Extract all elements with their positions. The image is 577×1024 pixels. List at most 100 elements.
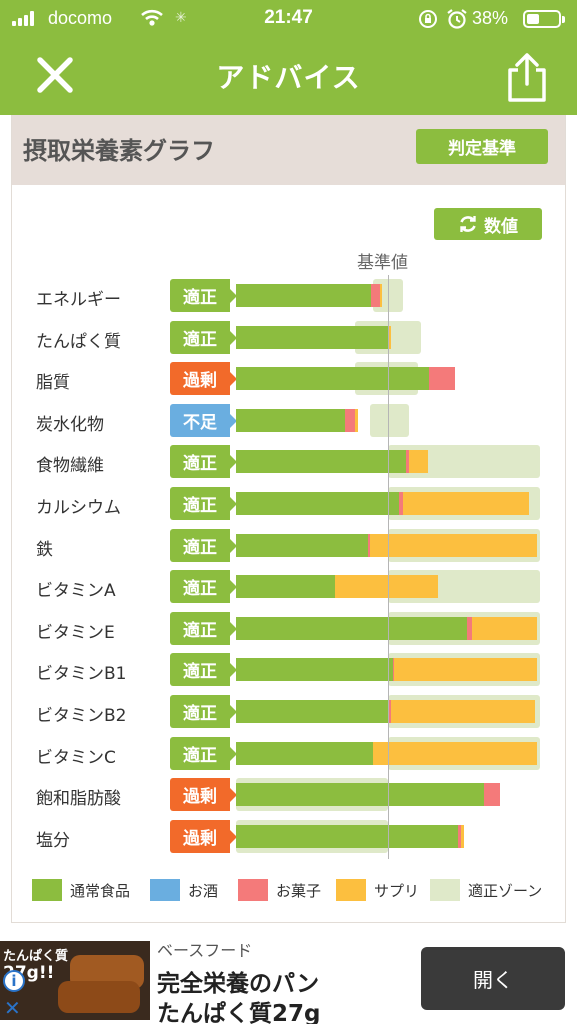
nutrient-name: ビタミンB2: [36, 706, 127, 726]
legend-item: サプリ: [336, 879, 419, 901]
share-button[interactable]: [502, 50, 552, 104]
status-badge: 適正: [170, 736, 237, 770]
legend-swatch: [336, 879, 366, 901]
bar-normal: [236, 325, 388, 349]
clock: 21:47: [264, 7, 313, 28]
nutrient-name: ビタミンE: [36, 622, 115, 643]
bar-snack: [457, 824, 461, 848]
status-badge: 過剰: [170, 778, 237, 812]
wifi-icon: [141, 9, 163, 26]
ad-subheadline: たんぱく質27g: [157, 1001, 321, 1024]
close-button[interactable]: [32, 52, 78, 98]
bar-supplement: [354, 408, 358, 432]
bar-supplement: [380, 284, 382, 307]
card-header: 摂取栄養素グラフ 判定基準: [12, 115, 565, 185]
carrier-label: docomo: [48, 8, 113, 28]
legend-item: お菓子: [238, 879, 321, 901]
status-badge: 適正: [170, 279, 237, 312]
nutrient-name: 食物繊維: [36, 456, 104, 477]
nutrient-name: ビタミンC: [36, 747, 116, 768]
legend-item: お酒: [150, 879, 218, 901]
legend-swatch: [32, 879, 62, 901]
card-title: 摂取栄養素グラフ: [23, 137, 215, 165]
bar-supplement: [409, 450, 428, 474]
legend-item: 適正ゾーン: [430, 879, 542, 901]
nutrient-name: たんぱく質: [36, 331, 121, 352]
nutrient-row: 脂質 過剰: [12, 358, 565, 398]
bar-snack: [429, 367, 455, 391]
value-toggle-button[interactable]: 数値: [434, 208, 542, 240]
bar-normal: [236, 408, 346, 432]
bar-normal: [236, 700, 388, 723]
ad-open-button[interactable]: 開く: [421, 947, 565, 1010]
status-badge: 適正: [170, 528, 237, 562]
share-icon: [508, 53, 546, 102]
bar-supplement: [369, 533, 537, 557]
bar-snack: [406, 450, 410, 474]
ad-image-text-1: たんぱく質: [3, 949, 69, 964]
bar-snack: [467, 616, 472, 640]
status-badge: 過剰: [170, 362, 237, 396]
bar-normal: [236, 783, 484, 807]
bar-supplement: [334, 575, 439, 599]
bar-snack: [371, 284, 381, 307]
baseline-line: [388, 275, 389, 859]
bar-supplement: [391, 700, 536, 723]
legend-label: お酒: [188, 881, 219, 900]
nutrient-graph-card: 摂取栄養素グラフ 判定基準 数値 基準値 エネルギー 適正 たんぱく質 適正 脂質 過剰炭…: [11, 115, 566, 923]
bar-snack: [483, 783, 501, 807]
close-icon[interactable]: ✕: [4, 996, 21, 1020]
alarm-icon: [447, 9, 467, 29]
legend-item: 通常食品: [32, 879, 130, 901]
status-badge: 過剰: [170, 819, 237, 853]
baseline-label: 基準値: [357, 253, 408, 273]
nutrient-row: ビタミンA 適正: [12, 566, 565, 606]
battery-icon: [523, 10, 565, 28]
nutrient-name: 鉄: [36, 539, 53, 560]
nutrient-row: エネルギー 適正: [12, 275, 565, 315]
bar-normal: [236, 575, 335, 599]
bar-snack: [388, 700, 392, 723]
bar-supplement: [388, 325, 392, 349]
value-button-label: 数値: [484, 216, 518, 237]
bar-snack: [345, 408, 355, 432]
bar-supplement: [471, 616, 537, 640]
optimal-zone: [369, 403, 410, 437]
ad-banner[interactable]: たんぱく質 27g!! i ✕ ベースフード 完全栄養のパン たんぱく質27g …: [0, 934, 577, 1024]
status-badge: 適正: [170, 611, 237, 645]
bar-normal: [236, 824, 458, 848]
legend-label: 通常食品: [70, 881, 131, 900]
app-header: docomo ✳ 21:47 38% アドバイス: [0, 0, 577, 115]
bar-snack: [398, 492, 404, 515]
nutrient-row: ビタミンB1 適正: [12, 649, 565, 689]
bar-supplement: [460, 824, 464, 848]
legend-swatch: [430, 879, 460, 901]
bar-normal: [236, 658, 393, 682]
loading-icon: ✳: [175, 10, 187, 26]
nutrient-name: ビタミンA: [36, 581, 116, 602]
legend-swatch: [150, 879, 180, 901]
ad-brand: ベースフード: [157, 941, 253, 960]
legend-label: 適正ゾーン: [468, 881, 543, 900]
criteria-button[interactable]: 判定基準: [416, 129, 548, 164]
status-badge: 適正: [170, 445, 237, 479]
nutrient-row: 炭水化物 不足: [12, 400, 565, 440]
status-badge: 適正: [170, 570, 237, 604]
rotation-lock-icon: [419, 10, 437, 28]
legend-label: サプリ: [374, 881, 420, 900]
nutrient-row: 飽和脂肪酸 過剰: [12, 774, 565, 814]
legend-swatch: [238, 879, 268, 901]
bar-normal: [236, 367, 430, 391]
bar-normal: [236, 492, 399, 515]
bread-image: [58, 981, 140, 1013]
battery-percent: 38%: [472, 8, 509, 28]
nutrient-name: 飽和脂肪酸: [36, 789, 121, 810]
bar-normal: [236, 741, 373, 765]
nutrient-row: たんぱく質 適正: [12, 317, 565, 357]
signal-icon: [12, 10, 34, 26]
refresh-icon: [460, 216, 476, 232]
bar-normal: [236, 533, 369, 557]
nutrient-row: 食物繊維 適正: [12, 441, 565, 481]
info-icon[interactable]: i: [3, 970, 25, 992]
bar-snack: [368, 533, 370, 557]
